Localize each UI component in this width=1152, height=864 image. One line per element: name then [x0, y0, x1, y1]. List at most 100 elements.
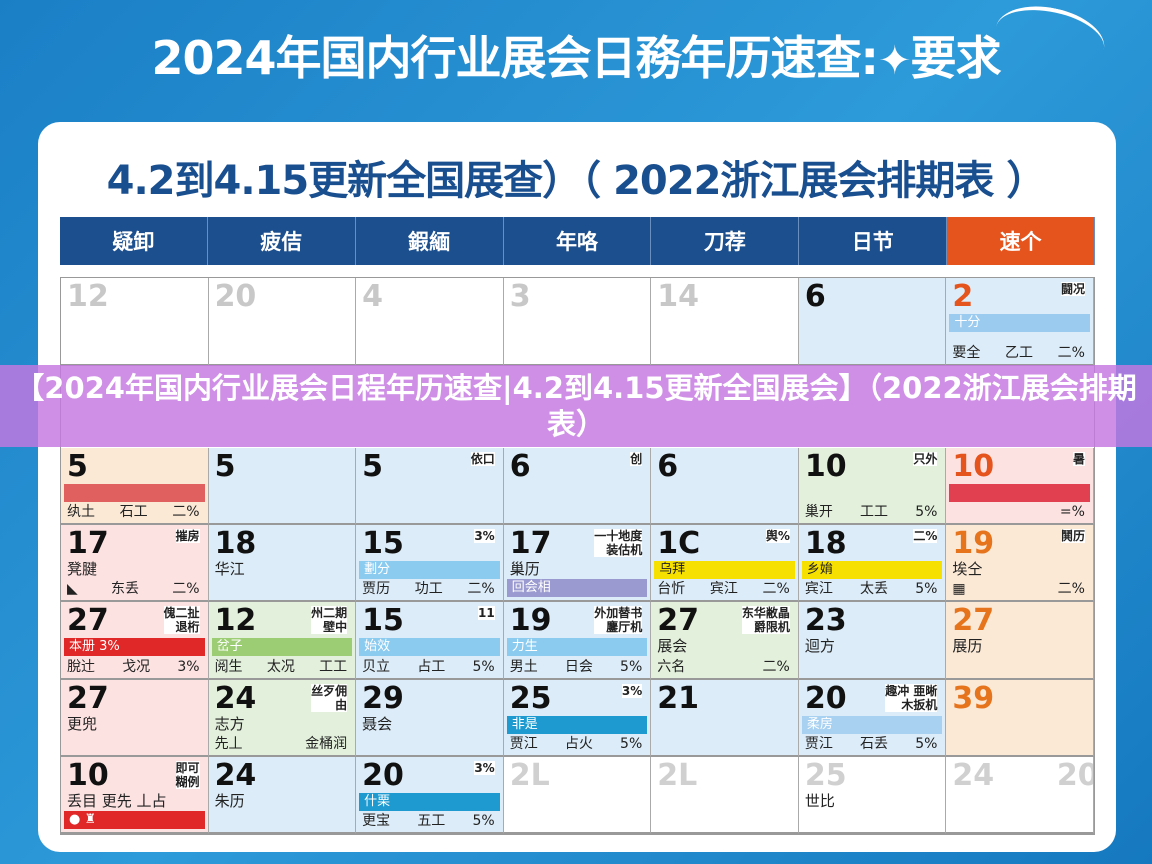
day-number: 2 [952, 279, 974, 314]
event-detail: 宾江 [709, 581, 738, 598]
calendar-day-cell: 12 州二期 壁中 岔子 阅生 太况 工工 [208, 602, 357, 680]
day-number: 15 [362, 603, 404, 639]
event-detail: 5% [472, 658, 495, 675]
day-number: 18 [804, 526, 847, 562]
event-note: 摧房 [175, 529, 200, 544]
event-detail: 占火 [564, 735, 593, 752]
calendar-day-cell: 18 二% 乡姢 宾江 太丢 5% [798, 525, 947, 603]
event-tag: 乡姢 [801, 561, 943, 580]
event-detail: 5% [915, 735, 938, 752]
day-number: 29 [362, 680, 404, 716]
event-note: 东华敝晶 爵限机 [741, 606, 790, 635]
event-label: 朱历 [214, 791, 245, 810]
calendar-day-cell: 17 一十地度 装估机 巢历 回会相 [503, 525, 652, 603]
day-number: 12 [214, 603, 257, 639]
event-details: =% [952, 504, 1085, 520]
calendar-day-cell: 27 东华敝晶 爵限机 展会 六名 二% [651, 602, 799, 680]
calendar-day-cell: 15 3% 劃分 贾历 功工 二% [356, 525, 504, 603]
event-note: 暑 [1072, 452, 1085, 466]
event-tag: 岔子 [211, 638, 353, 657]
event-detail: ▦ [952, 581, 966, 598]
event-note: 创 [630, 452, 643, 466]
event-tag: 柔房 [801, 715, 943, 734]
page-title: 2024年国内行业展会日務年历速查:✦要求 [0, 22, 1152, 88]
event-detail: 先丄 [214, 735, 243, 752]
event-detail: 戈况 [122, 658, 151, 675]
calendar-day-cell: 2 闘况 十分 要全 乙工 二% [946, 278, 1094, 366]
event-detail: 太丢 [860, 581, 889, 598]
day-number: 25 [509, 680, 552, 716]
event-details: 更宝 五工 5% [362, 813, 495, 829]
event-detail: 台忻 [657, 581, 686, 598]
event-note: 外加替书 鏖厅机 [594, 606, 643, 635]
calendar-day-cell: 23 迴方 [798, 602, 947, 680]
event-label: 迴方 [804, 637, 835, 656]
event-detail: 二% [467, 581, 495, 598]
event-tag: 本册 3% [64, 638, 205, 657]
day-number: 10 [67, 757, 109, 793]
calendar-day-cell: 20 趣冲 亜晰 木扳机 柔房 贾江 石丢 5% [798, 679, 947, 757]
event-note: 只外 [913, 452, 938, 466]
event-note: 闘况 [1060, 282, 1085, 296]
event-detail: =% [1059, 504, 1085, 521]
day-number: 19 [952, 526, 995, 562]
calendar-day-cell: 27 更兜 [61, 679, 209, 757]
calendar-day-cell: 19 鬨历 埃仝 ▦ 二% [946, 525, 1094, 603]
event-details: 贾历 功工 二% [362, 581, 495, 597]
calendar-day-cell: 5 依口 [356, 448, 504, 526]
event-detail: 5% [915, 581, 938, 598]
event-detail: 五工 [417, 812, 446, 829]
calendar-day-cell: 18 华江 [208, 525, 357, 603]
calendar-day-cell: 5 纨土 石工 二% [61, 448, 209, 526]
event-detail: 阅生 [214, 658, 243, 675]
calendar-day-cell: 10 即可 糊例 丢目 更先 丄占 ● ♜ [61, 756, 209, 834]
event-detail: 工工 [860, 504, 889, 521]
calendar-day-cell: 12 [61, 278, 209, 366]
day-number: 2L [509, 757, 550, 793]
day-number: 20 [214, 279, 257, 314]
event-label: 华江 [214, 560, 245, 579]
event-note: 鬨历 [1060, 529, 1085, 544]
event-details: 贝立 占工 5% [362, 659, 495, 675]
event-note: 11 [478, 606, 495, 621]
calendar-day-cell: 27 展历 [946, 602, 1094, 680]
calendar-day-cell: 20 [208, 278, 357, 366]
event-detail: 六名 [657, 658, 686, 675]
calendar-day-cell: 1C 舆% 乌拜 台忻 宾江 二% [651, 525, 799, 603]
calendar-day-cell: 2L [503, 756, 652, 834]
event-note: 一十地度 装估机 [594, 529, 643, 558]
day-number: 25 [804, 757, 847, 793]
day-number: 12 [67, 279, 109, 314]
day-number: 17 [67, 526, 109, 562]
event-label: 更兜 [67, 714, 98, 733]
event-detail: 石工 [119, 504, 148, 521]
day-number: 10 [952, 449, 995, 484]
day-number: 6 [509, 449, 531, 484]
calendar-day-cell: 24 丝歹佣 由志方 先丄 金桶润 [208, 679, 357, 757]
event-label: 聂会 [362, 714, 393, 733]
event-detail: 贝立 [362, 658, 391, 675]
calendar-day-cell: 27 傀二扯 退桁 本册 3% 脫辻 戈况 3% [61, 602, 209, 680]
event-detail: 贾江 [509, 735, 538, 752]
calendar-day-cell: 4 [356, 278, 504, 366]
event-detail: 巢开 [804, 504, 833, 521]
event-note: 傀二扯 退桁 [163, 606, 200, 635]
calendar-day-cell: 14 [651, 278, 799, 366]
day-number: 10 [804, 449, 847, 484]
event-detail: 贾历 [362, 581, 391, 598]
event-note: 丝歹佣 由 [311, 683, 348, 712]
event-detail: 男土 [509, 658, 538, 675]
event-label: 展会 [657, 637, 688, 656]
day-number: 27 [67, 603, 109, 639]
calendar-day-cell: 2L [651, 756, 799, 834]
day-number: 20 [362, 757, 404, 793]
event-tag: 回会相 [506, 579, 648, 598]
event-tag: 十分 [949, 314, 1090, 332]
event-details: ▦ 二% [952, 581, 1085, 597]
event-note: 舆% [765, 529, 790, 544]
day-number: 5 [67, 449, 88, 484]
day-number: 5 [214, 449, 236, 484]
event-tag: 什栗 [359, 792, 500, 811]
event-detail: 要全 [952, 345, 981, 361]
day-number: 27 [952, 603, 995, 639]
